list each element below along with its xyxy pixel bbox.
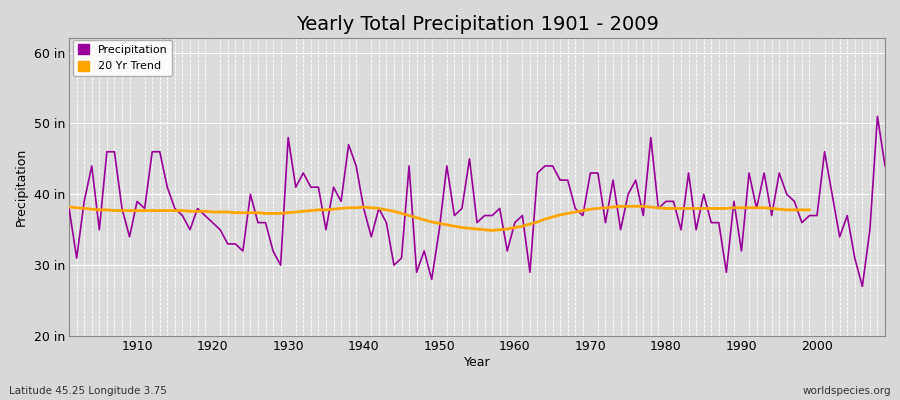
Text: worldspecies.org: worldspecies.org: [803, 386, 891, 396]
Title: Yearly Total Precipitation 1901 - 2009: Yearly Total Precipitation 1901 - 2009: [295, 15, 659, 34]
Legend: Precipitation, 20 Yr Trend: Precipitation, 20 Yr Trend: [73, 40, 172, 76]
X-axis label: Year: Year: [464, 356, 490, 369]
Text: Latitude 45.25 Longitude 3.75: Latitude 45.25 Longitude 3.75: [9, 386, 166, 396]
Y-axis label: Precipitation: Precipitation: [15, 148, 28, 226]
